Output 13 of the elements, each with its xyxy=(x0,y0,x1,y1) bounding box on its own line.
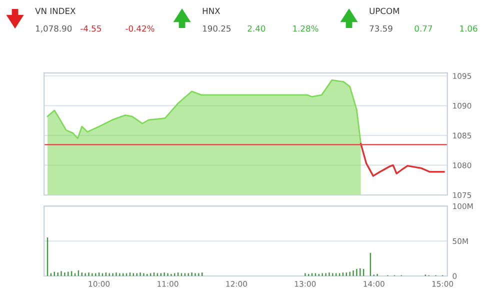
category-label: VN INDEX xyxy=(35,8,76,14)
data-label: 0.77 xyxy=(414,25,432,32)
text: 73.59 xyxy=(370,25,392,32)
text: 1,078.90 xyxy=(36,25,72,33)
text: 1.06 xyxy=(460,25,478,32)
text: -0.42% xyxy=(126,25,154,32)
category-label: UPCOM xyxy=(370,8,399,14)
category-label: HNX xyxy=(202,8,220,14)
text: 1.28% xyxy=(293,25,318,32)
line-series xyxy=(360,142,445,177)
data-label: -4.55 xyxy=(80,25,101,32)
data-label: 2.40 xyxy=(248,25,266,32)
text: 190.25 xyxy=(202,25,230,32)
